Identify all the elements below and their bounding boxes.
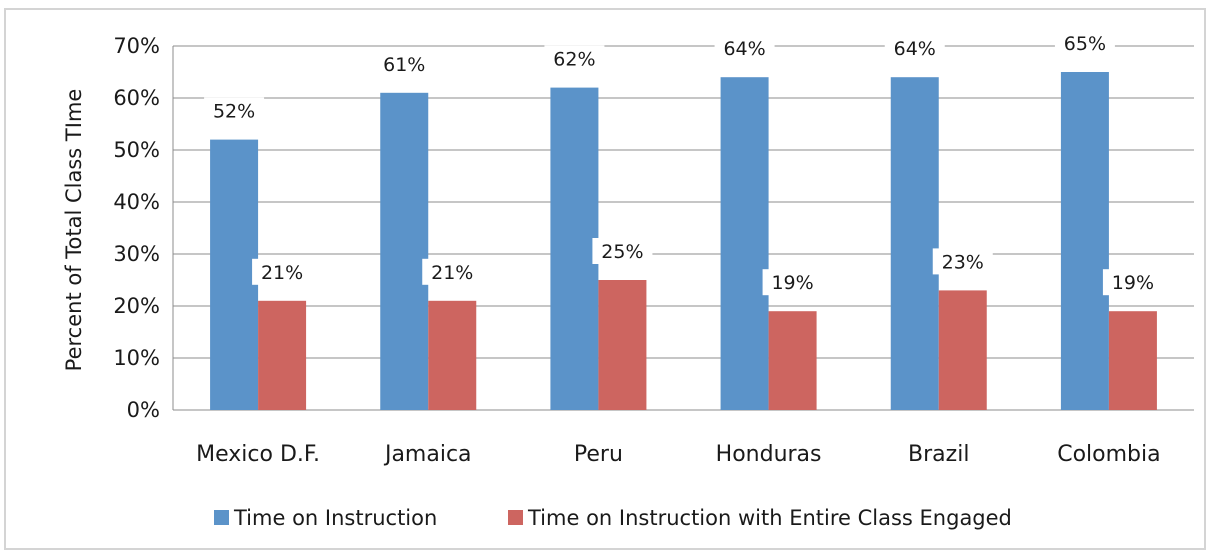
bars: [210, 72, 1157, 411]
bar-entire-class-engaged: [768, 311, 817, 410]
data-label-background: [592, 238, 653, 264]
data-label: 64%: [894, 38, 936, 60]
data-label-background: [714, 35, 775, 62]
data-label-background: [884, 35, 945, 62]
bar-time-on-instruction: [720, 77, 769, 410]
bar-entire-class-engaged: [598, 280, 647, 410]
gridlines: [172, 45, 1194, 411]
bar-entire-class-engaged: [258, 300, 307, 410]
data-label: 25%: [601, 241, 643, 263]
bar-entire-class-engaged: [938, 290, 987, 410]
data-label: 61%: [383, 54, 425, 76]
data-label: 19%: [1112, 272, 1154, 294]
data-labels: 52% 21% 61% 21% 62% 25% 64% 19% 64% 23% 65% 19%: [204, 30, 1163, 296]
data-label-background: [1102, 269, 1163, 296]
data-label-background: [932, 248, 993, 275]
bar-time-on-instruction: [550, 87, 599, 410]
data-label: 21%: [431, 262, 473, 284]
y-tick-label: 20%: [113, 294, 160, 318]
data-label-background: [252, 258, 313, 285]
x-tick-label: Mexico D.F.: [196, 442, 320, 467]
x-tick-label: Colombia: [1057, 442, 1160, 467]
data-label-background: [422, 258, 483, 285]
y-tick-label: 0%: [127, 398, 160, 422]
y-tick-label: 50%: [113, 138, 160, 162]
legend-label: Time on Instruction with Entire Class En…: [527, 506, 1012, 530]
bar-entire-class-engaged: [1108, 311, 1157, 410]
legend-swatch: [508, 510, 523, 525]
x-tick-label: Jamaica: [383, 442, 472, 467]
y-axis-tick-labels: 0% 10% 20% 30% 40% 50% 60% 70%: [113, 34, 160, 422]
x-tick-label: Brazil: [908, 442, 969, 467]
data-label: 62%: [553, 49, 595, 71]
data-label-background: [1054, 30, 1115, 56]
legend: Time on Instruction Time on Instruction w…: [214, 506, 1012, 530]
x-axis-category-labels: Mexico D.F. Jamaica Peru Honduras Brazil Colo…: [196, 442, 1160, 467]
data-label: 21%: [261, 262, 303, 284]
data-label: 23%: [942, 251, 984, 273]
y-tick-label: 60%: [113, 86, 160, 110]
data-label: 52%: [213, 101, 255, 123]
data-label: 64%: [723, 38, 765, 60]
y-tick-label: 40%: [113, 190, 160, 214]
y-axis-label: Percent of Total Class TIme: [62, 89, 86, 372]
data-label-background: [544, 45, 605, 72]
bar-entire-class-engaged: [428, 300, 477, 410]
y-tick-label: 30%: [113, 242, 160, 266]
x-tick-label: Peru: [574, 442, 623, 467]
y-tick-label: 10%: [113, 346, 160, 370]
legend-swatch: [214, 510, 229, 525]
data-label: 65%: [1064, 33, 1106, 55]
bar-time-on-instruction: [380, 92, 429, 411]
legend-label: Time on Instruction: [233, 506, 437, 530]
x-tick-label: Honduras: [716, 442, 822, 467]
data-label-background: [204, 97, 265, 124]
data-label: 19%: [771, 272, 813, 294]
data-label-background: [374, 50, 435, 77]
bar-time-on-instruction: [890, 77, 939, 410]
bar-time-on-instruction: [1060, 72, 1109, 410]
data-label-background: [762, 269, 823, 296]
bar-time-on-instruction: [210, 139, 259, 410]
y-tick-label: 70%: [113, 34, 160, 58]
